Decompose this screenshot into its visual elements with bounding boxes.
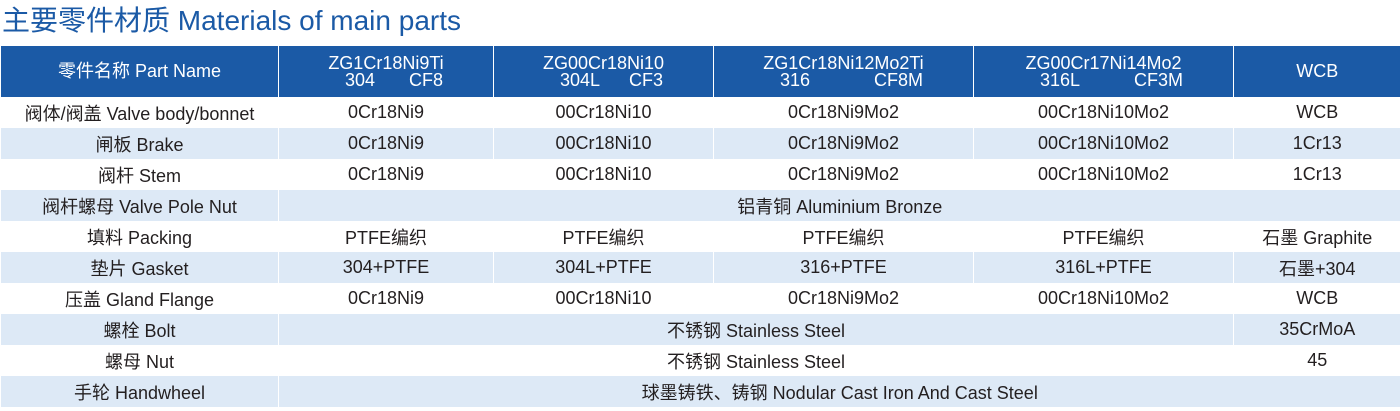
row: 填料 Packing PTFE编织 PTFE编织 PTFE编织 PTFE编织 石墨 Gra… — [0, 221, 1400, 252]
header-cell: WCB — [1233, 46, 1400, 97]
cell: 0Cr18Ni9Mo2 — [713, 97, 974, 128]
cell: 石墨+304 — [1233, 252, 1400, 283]
row-label: 手轮 Handwheel — [0, 376, 279, 407]
cell: 1Cr13 — [1233, 159, 1400, 190]
cell: 铝青铜 Aluminium Bronze — [278, 190, 1400, 221]
code: 304 — [345, 69, 376, 90]
row: 压盖 Gland Flange 0Cr18Ni9 00Cr18Ni10 0Cr18Ni… — [0, 283, 1400, 314]
cell: 0Cr18Ni9Mo2 — [713, 159, 974, 190]
cell: 316L+PTFE — [973, 252, 1234, 283]
grade: ZG1Cr18Ni12Mo2Ti — [763, 52, 924, 73]
cell: PTFE编织 — [973, 221, 1234, 252]
row-label: 阀体/阀盖 Valve body/bonnet — [0, 97, 279, 128]
cell: 00Cr18Ni10 — [493, 159, 714, 190]
row-label: 闸板 Brake — [0, 128, 279, 159]
cell: WCB — [1233, 97, 1400, 128]
cell: 不锈钢 Stainless Steel — [278, 314, 1234, 345]
cell: 35CrMoA — [1233, 314, 1400, 345]
cell: 00Cr18Ni10Mo2 — [973, 159, 1234, 190]
header-cell: ZG00Cr18Ni10 304L CF3 — [493, 46, 714, 97]
cell: 1Cr13 — [1233, 128, 1400, 159]
row-label: 填料 Packing — [0, 221, 279, 252]
row-label: 阀杆螺母 Valve Pole Nut — [0, 190, 279, 221]
cell: 00Cr18Ni10Mo2 — [973, 283, 1234, 314]
cell: 316+PTFE — [713, 252, 974, 283]
cell: 0Cr18Ni9 — [278, 97, 494, 128]
codes: 316L CF3M — [975, 69, 1234, 90]
cell: 00Cr18Ni10 — [493, 97, 714, 128]
cell: 00Cr18Ni10Mo2 — [973, 128, 1234, 159]
cell: 球墨铸铁、铸钢 Nodular Cast Iron And Cast Steel — [278, 376, 1400, 407]
row: 螺母 Nut 不锈钢 Stainless Steel 45 — [0, 345, 1400, 376]
table-body: 阀体/阀盖 Valve body/bonnet 0Cr18Ni9 00Cr18Ni1… — [0, 97, 1400, 407]
codes: 304L CF3 — [495, 69, 714, 90]
cell: 0Cr18Ni9Mo2 — [713, 283, 974, 314]
cell: 0Cr18Ni9Mo2 — [713, 128, 974, 159]
materials-table: 零件名称 Part Name ZG1Cr18Ni9Ti 304 CF8 ZG00Cr18… — [0, 46, 1400, 407]
cell: PTFE编织 — [278, 221, 494, 252]
row: 阀体/阀盖 Valve body/bonnet 0Cr18Ni9 00Cr18Ni1… — [0, 97, 1400, 128]
cell: 00Cr18Ni10 — [493, 283, 714, 314]
code: 316 — [780, 69, 811, 90]
cell: 0Cr18Ni9 — [278, 159, 494, 190]
row-label: 阀杆 Stem — [0, 159, 279, 190]
row: 手轮 Handwheel 球墨铸铁、铸钢 Nodular Cast Iron An… — [0, 376, 1400, 407]
grade: ZG1Cr18Ni9Ti — [328, 52, 444, 73]
codes: 304 CF8 — [280, 69, 494, 90]
cell: 45 — [1233, 345, 1400, 376]
code: CF3M — [1134, 69, 1183, 90]
codes: 316 CF8M — [715, 69, 974, 90]
grade: ZG00Cr18Ni10 — [542, 52, 665, 73]
cell: 不锈钢 Stainless Steel — [278, 345, 1234, 376]
header-cell: ZG00Cr17Ni14Mo2 316L CF3M — [973, 46, 1234, 97]
header-row: 零件名称 Part Name ZG1Cr18Ni9Ti 304 CF8 ZG00Cr18… — [0, 46, 1400, 97]
row: 闸板 Brake 0Cr18Ni9 00Cr18Ni10 0Cr18Ni9Mo2 00C… — [0, 128, 1400, 159]
row: 阀杆 Stem 0Cr18Ni9 00Cr18Ni10 0Cr18Ni9Mo2 00Cr… — [0, 159, 1400, 190]
cell: PTFE编织 — [713, 221, 974, 252]
cell: 304+PTFE — [278, 252, 494, 283]
code: 304L — [560, 69, 601, 90]
cell: 00Cr18Ni10 — [493, 128, 714, 159]
code: CF8M — [874, 69, 923, 90]
code: CF8 — [408, 69, 443, 90]
cell: 0Cr18Ni9 — [278, 283, 494, 314]
row-label: 垫片 Gasket — [0, 252, 279, 283]
row: 螺栓 Bolt 不锈钢 Stainless Steel 35CrMoA — [0, 314, 1400, 345]
row-label: 螺母 Nut — [0, 345, 279, 376]
row: 垫片 Gasket 304+PTFE 304L+PTFE 316+PTFE 316L+P… — [0, 252, 1400, 283]
cell: 00Cr18Ni10Mo2 — [973, 97, 1234, 128]
cell: 0Cr18Ni9 — [278, 128, 494, 159]
header-cell: 零件名称 Part Name — [0, 46, 279, 97]
cell: 304L+PTFE — [493, 252, 714, 283]
code: 316L — [1040, 69, 1081, 90]
cell: 石墨 Graphite — [1233, 221, 1400, 252]
title: 主要零件材质 Materials of main parts — [2, 5, 461, 36]
cell: WCB — [1233, 283, 1400, 314]
cell: PTFE编织 — [493, 221, 714, 252]
code: CF3 — [628, 69, 663, 90]
row-label: 压盖 Gland Flange — [0, 283, 279, 314]
grade: ZG00Cr17Ni14Mo2 — [1025, 52, 1182, 73]
row: 阀杆螺母 Valve Pole Nut 铝青铜 Aluminium Bronze — [0, 190, 1400, 221]
header-cell: ZG1Cr18Ni12Mo2Ti 316 CF8M — [713, 46, 974, 97]
header-cell: ZG1Cr18Ni9Ti 304 CF8 — [278, 46, 494, 97]
row-label: 螺栓 Bolt — [0, 314, 279, 345]
